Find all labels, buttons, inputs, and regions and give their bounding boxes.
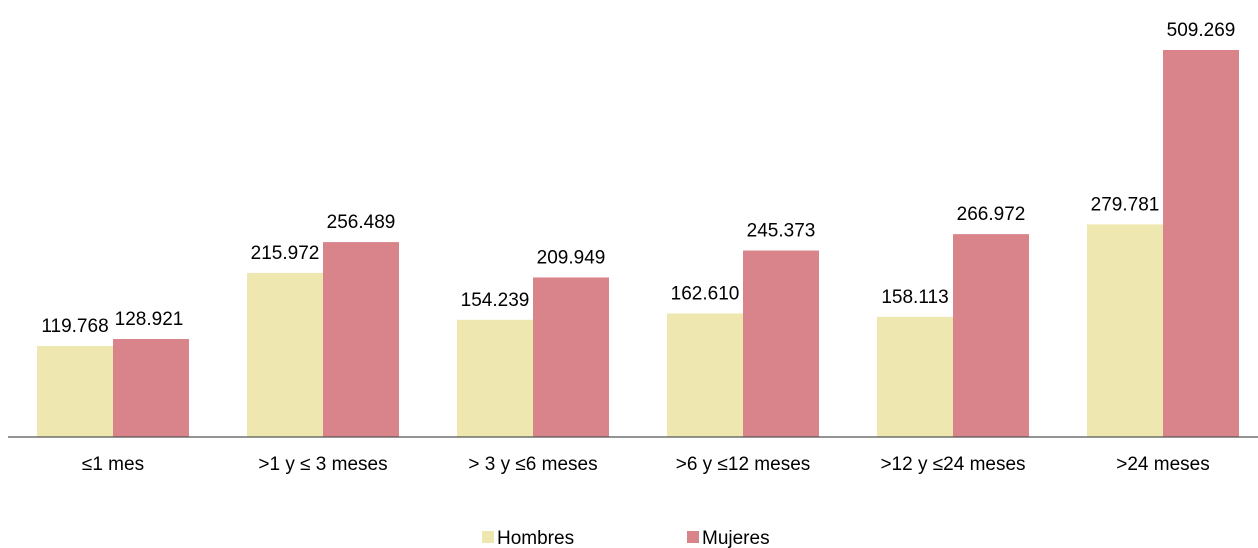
data-label-mujeres-1: 256.489 [327,212,396,233]
data-label-hombres-0: 119.768 [41,316,108,337]
data-label-mujeres-2: 209.949 [537,247,606,268]
data-label-mujeres-0: 128.921 [115,309,184,330]
bar-mujeres-1 [323,242,399,437]
data-labels-group: 119.768 128.921 215.972 256.489 154.239 209.9… [41,20,1235,337]
x-tick-label-1: >1 y ≤ 3 meses [258,454,387,475]
bar-mujeres-4 [953,234,1029,437]
bar-hombres-3 [667,313,743,437]
data-label-hombres-3: 162.610 [671,283,740,304]
bar-mujeres-2 [533,277,609,437]
bar-mujeres-3 [743,250,819,437]
data-label-hombres-2: 154.239 [461,290,530,311]
data-label-hombres-5: 279.781 [1091,194,1160,215]
x-tick-label-2: > 3 y ≤6 meses [468,454,597,475]
data-label-mujeres-4: 266.972 [957,204,1026,225]
bar-hombres-4 [877,316,953,437]
bar-hombres-2 [457,319,533,437]
bar-hombres-1 [247,272,323,437]
bar-hombres-5 [1087,224,1163,437]
x-tick-label-5: >24 meses [1116,454,1209,475]
bar-mujeres-0 [113,339,189,437]
legend-swatch-hombres [482,531,494,543]
x-tick-label-3: >6 y ≤12 meses [676,454,811,475]
data-label-mujeres-3: 245.373 [747,221,816,242]
bar-hombres-0 [37,345,113,437]
data-label-hombres-1: 215.972 [251,243,320,264]
bar-mujeres-5 [1163,50,1239,437]
legend: Hombres Mujeres [482,528,770,548]
bars-group [37,50,1239,437]
x-tick-label-0: ≤1 mes [82,454,144,475]
legend-label-hombres: Hombres [497,528,574,548]
x-tick-labels-group: ≤1 mes >1 y ≤ 3 meses > 3 y ≤6 meses >6 y ≤… [82,454,1210,475]
legend-label-mujeres: Mujeres [702,528,770,548]
legend-swatch-mujeres [687,531,699,543]
x-tick-label-4: >12 y ≤24 meses [880,454,1025,475]
data-label-mujeres-5: 509.269 [1167,20,1236,41]
data-label-hombres-4: 158.113 [881,287,948,308]
